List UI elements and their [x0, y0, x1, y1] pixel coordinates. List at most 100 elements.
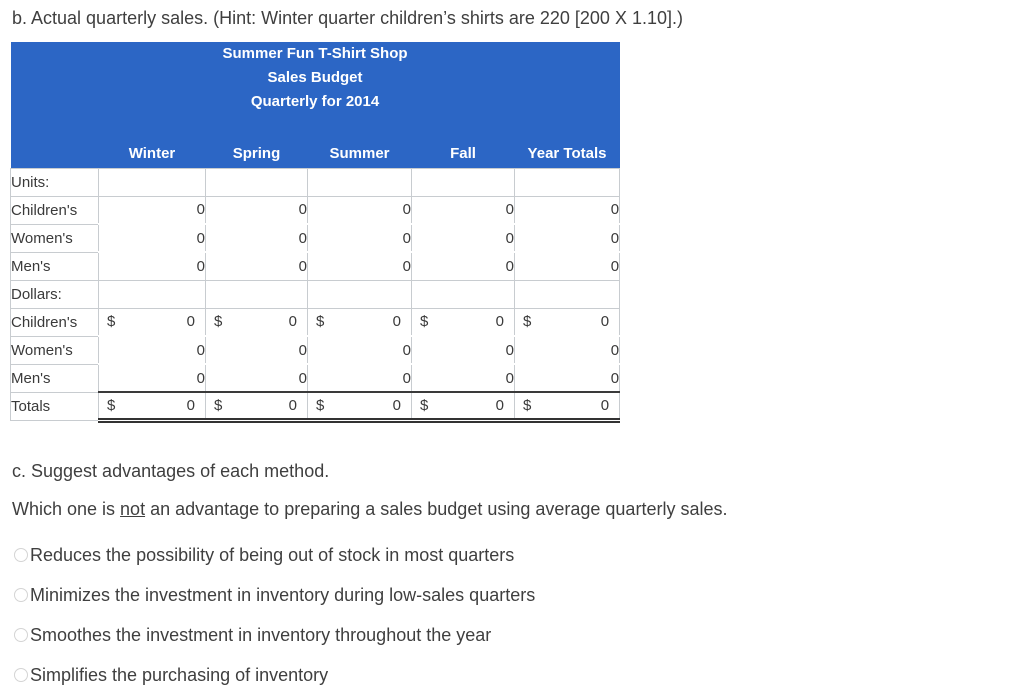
empty-cell [98, 279, 206, 309]
amount-cell[interactable]: 0 [411, 223, 515, 253]
row-label: Women's [10, 335, 99, 365]
radio-option-2[interactable]: Minimizes the investment in inventory du… [14, 583, 1024, 607]
amount-cell[interactable]: $0 [307, 307, 412, 337]
row-label: Men's [10, 251, 99, 281]
row-label: Totals [10, 391, 99, 421]
column-header-year-totals: Year Totals [514, 140, 620, 168]
table-row-totals: Totals $0 $0 $0 $0 $0 [10, 391, 621, 423]
amount-cell[interactable]: 0 [513, 195, 621, 225]
dollar-sign: $ [214, 313, 223, 331]
cell-value: 0 [495, 313, 504, 331]
option-label: Simplifies the purchasing of inventory [30, 664, 329, 685]
row-label: Children's [10, 195, 99, 225]
cell-value: 0 [600, 313, 610, 331]
radio-option-4[interactable]: Simplifies the purchasing of inventory [14, 663, 1024, 687]
amount-cell[interactable]: 0 [205, 251, 308, 281]
dollar-sign: $ [420, 313, 429, 331]
table-title-block: Summer Fun T-Shirt Shop Sales Budget Qua… [10, 42, 620, 140]
amount-cell[interactable]: $0 [411, 307, 515, 337]
table-row-units-womens: Women's 0 0 0 0 0 [10, 223, 621, 253]
amount-cell[interactable]: $0 [205, 307, 308, 337]
empty-cell [513, 167, 621, 197]
dollar-sign: $ [316, 396, 325, 414]
table-row-dollars-section: Dollars: [10, 279, 621, 309]
table-row-dollars-womens: Women's 0 0 0 0 0 [10, 335, 621, 365]
dollar-sign: $ [107, 396, 116, 414]
option-label: Smoothes the investment in inventory thr… [30, 624, 492, 645]
radio-button-icon[interactable] [14, 547, 28, 562]
dollar-sign: $ [420, 396, 429, 414]
table-title-line-2: Sales Budget [267, 69, 363, 86]
amount-cell[interactable]: $0 [98, 307, 206, 337]
dollar-sign: $ [107, 313, 116, 331]
cell-value: 0 [186, 313, 195, 331]
total-cell[interactable]: $0 [205, 391, 308, 423]
row-label: Women's [10, 223, 99, 253]
amount-cell[interactable]: 0 [411, 363, 515, 393]
amount-cell[interactable]: 0 [98, 251, 206, 281]
total-cell[interactable]: $0 [98, 391, 206, 423]
dollar-sign: $ [214, 396, 223, 414]
amount-cell[interactable]: 0 [205, 335, 308, 365]
empty-cell [205, 279, 308, 309]
empty-cell [411, 279, 515, 309]
option-label: Minimizes the investment in inventory du… [30, 584, 536, 605]
empty-cell [411, 167, 515, 197]
cell-value: 0 [288, 396, 297, 414]
part-b-heading: b. Actual quarterly sales. (Hint: Winter… [12, 8, 683, 28]
radio-option-1[interactable]: Reduces the possibility of being out of … [14, 543, 1024, 567]
amount-cell[interactable]: $0 [513, 307, 621, 337]
table-title-line-1: Summer Fun T-Shirt Shop [222, 45, 408, 62]
radio-option-3[interactable]: Smoothes the investment in inventory thr… [14, 623, 1024, 647]
table-row-units-mens: Men's 0 0 0 0 0 [10, 251, 621, 281]
radio-button-icon[interactable] [14, 627, 28, 642]
table-title-line-3: Quarterly for 2014 [250, 93, 380, 110]
amount-cell[interactable]: 0 [307, 363, 412, 393]
column-header-blank [10, 140, 99, 168]
amount-cell[interactable]: 0 [98, 223, 206, 253]
amount-cell[interactable]: 0 [513, 223, 621, 253]
question-underlined-word: not [120, 498, 146, 519]
empty-cell [98, 167, 206, 197]
question-suffix: an advantage to preparing a sales budget… [145, 498, 728, 519]
answer-options: Reduces the possibility of being out of … [14, 543, 1024, 687]
amount-cell[interactable]: 0 [411, 251, 515, 281]
table-row-dollars-childrens: Children's $0 $0 $0 $0 $0 [10, 307, 621, 337]
column-header-fall: Fall [411, 140, 515, 168]
amount-cell[interactable]: 0 [307, 335, 412, 365]
empty-cell [307, 279, 412, 309]
dollar-sign: $ [523, 313, 532, 331]
row-label: Men's [10, 363, 99, 393]
question-prefix: Which one is [12, 498, 121, 519]
question-text: Which one is not an advantage to prepari… [12, 497, 1024, 521]
sales-budget-table: Summer Fun T-Shirt Shop Sales Budget Qua… [10, 42, 621, 423]
column-header-summer: Summer [307, 140, 412, 168]
amount-cell[interactable]: 0 [98, 335, 206, 365]
option-label: Reduces the possibility of being out of … [30, 544, 515, 565]
radio-button-icon[interactable] [14, 667, 28, 682]
amount-cell[interactable]: 0 [307, 223, 412, 253]
cell-value: 0 [288, 313, 297, 331]
cell-value: 0 [186, 396, 195, 414]
amount-cell[interactable]: 0 [98, 195, 206, 225]
amount-cell[interactable]: 0 [307, 251, 412, 281]
amount-cell[interactable]: 0 [205, 223, 308, 253]
table-row-units-childrens: Children's 0 0 0 0 0 [10, 195, 621, 225]
amount-cell[interactable]: 0 [513, 335, 621, 365]
amount-cell[interactable]: 0 [513, 363, 621, 393]
total-cell[interactable]: $0 [307, 391, 412, 423]
radio-button-icon[interactable] [14, 587, 28, 602]
row-label: Children's [10, 307, 99, 337]
amount-cell[interactable]: 0 [513, 251, 621, 281]
total-cell[interactable]: $0 [513, 391, 621, 423]
amount-cell[interactable]: 0 [98, 363, 206, 393]
table-row-dollars-mens: Men's 0 0 0 0 0 [10, 363, 621, 393]
total-cell[interactable]: $0 [411, 391, 515, 423]
amount-cell[interactable]: 0 [205, 363, 308, 393]
amount-cell[interactable]: 0 [411, 335, 515, 365]
amount-cell[interactable]: 0 [411, 195, 515, 225]
amount-cell[interactable]: 0 [205, 195, 308, 225]
cell-value: 0 [600, 396, 610, 414]
amount-cell[interactable]: 0 [307, 195, 412, 225]
